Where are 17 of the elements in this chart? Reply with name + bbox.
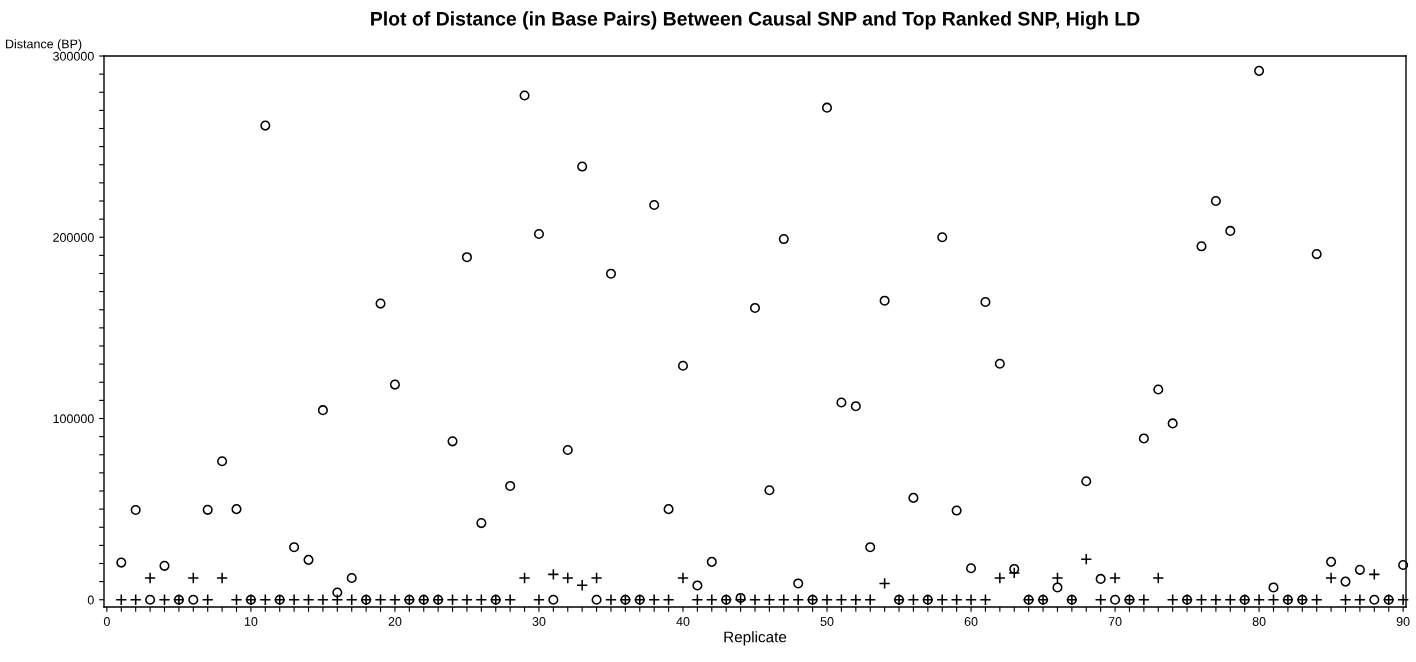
x-tick-label: 90 — [1396, 617, 1410, 626]
y-axis-title: Distance (BP) — [6, 39, 82, 51]
x-axis-title: Replicate — [724, 631, 787, 646]
x-tick-label: 30 — [532, 617, 546, 626]
y-tick-label: 0 — [87, 595, 94, 605]
x-tick-label: 0 — [103, 617, 110, 626]
x-tick-label: 70 — [1108, 617, 1122, 626]
y-tick-label: 200000 — [53, 233, 94, 242]
chart-title: Plot of Distance (in Base Pairs) Between Causal SNP and Top Ranked SNP, High LD — [371, 11, 1140, 30]
x-tick-label: 60 — [964, 617, 978, 626]
y-tick-label: 100000 — [53, 414, 94, 424]
x-tick-label: 80 — [1252, 617, 1266, 626]
x-tick-label: 10 — [244, 617, 258, 626]
x-tick-label: 20 — [388, 617, 402, 626]
x-tick-label: 40 — [676, 617, 690, 626]
y-tick-label: 300000 — [53, 51, 94, 61]
x-tick-label: 50 — [820, 617, 834, 626]
